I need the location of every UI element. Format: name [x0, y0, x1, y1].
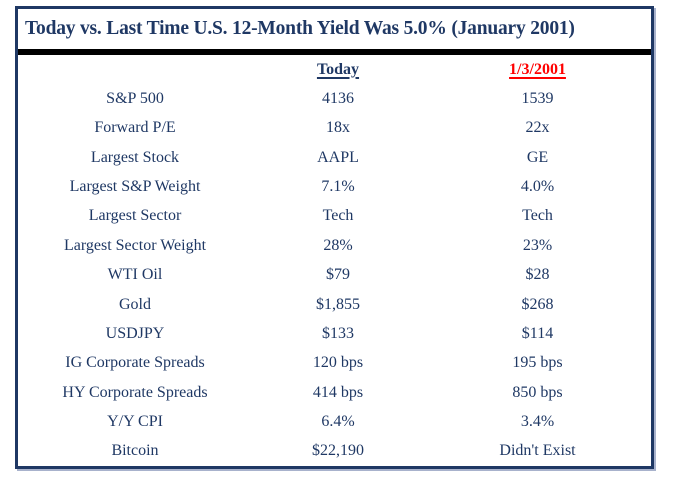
- row-label: S&P 500: [106, 90, 164, 108]
- row-label: WTI Oil: [107, 266, 163, 284]
- row-jan2001-value: 23%: [522, 236, 553, 254]
- row-label: Forward P/E: [94, 119, 176, 137]
- table-row: Bitcoin $22,190 Didn't Exist: [18, 437, 651, 466]
- table-row: Gold $1,855 $268: [18, 290, 651, 319]
- table-row: Y/Y CPI 6.4% 3.4%: [18, 407, 651, 436]
- row-label: IG Corporate Spreads: [65, 354, 205, 372]
- row-jan2001-value: Tech: [522, 207, 553, 225]
- header-jan2001: 1/3/2001: [509, 60, 566, 78]
- row-today-value: Tech: [322, 207, 354, 225]
- table-row: USDJPY $133 $114: [18, 319, 651, 348]
- row-label: Largest Sector Weight: [63, 236, 207, 254]
- table-row: Largest Sector Tech Tech: [18, 202, 651, 231]
- table-row: Largest S&P Weight 7.1% 4.0%: [18, 172, 651, 201]
- row-label: USDJPY: [105, 324, 165, 342]
- table-row: WTI Oil $79 $28: [18, 261, 651, 290]
- row-label: Bitcoin: [111, 442, 159, 460]
- row-today-value: 6.4%: [321, 412, 355, 430]
- row-today-value: 414 bps: [312, 383, 364, 401]
- table-row: S&P 500 4136 1539: [18, 84, 651, 113]
- header-today: Today: [316, 60, 360, 78]
- card-title-bar: Today vs. Last Time U.S. 12-Month Yield …: [18, 9, 651, 49]
- table-body: Today 1/3/2001 S&P 500 4136 1539 Forward…: [18, 55, 651, 466]
- table-row: HY Corporate Spreads 414 bps 850 bps: [18, 378, 651, 407]
- row-today-value: $79: [326, 266, 350, 284]
- row-today-value: AAPL: [317, 148, 359, 166]
- table-row: IG Corporate Spreads 120 bps 195 bps: [18, 349, 651, 378]
- row-jan2001-value: GE: [526, 148, 549, 166]
- row-jan2001-value: 3.4%: [520, 412, 555, 430]
- row-jan2001-value: $268: [521, 295, 554, 313]
- row-jan2001-value: 22x: [525, 119, 550, 137]
- row-today-value: 18x: [326, 119, 350, 137]
- row-label: Largest S&P Weight: [69, 178, 201, 196]
- row-jan2001-value: Didn't Exist: [499, 442, 576, 460]
- table-header-row: Today 1/3/2001: [18, 55, 651, 84]
- row-label: HY Corporate Spreads: [62, 383, 208, 401]
- row-label: Largest Stock: [90, 148, 180, 166]
- row-jan2001-value: 850 bps: [512, 383, 563, 401]
- row-label: Largest Sector: [88, 207, 182, 225]
- row-jan2001-value: 1539: [521, 90, 554, 108]
- row-jan2001-value: 195 bps: [512, 354, 563, 372]
- row-today-value: 120 bps: [312, 354, 364, 372]
- table-row: Largest Stock AAPL GE: [18, 143, 651, 172]
- card-title: Today vs. Last Time U.S. 12-Month Yield …: [25, 18, 575, 39]
- row-today-value: 7.1%: [321, 178, 355, 196]
- table-card: Today vs. Last Time U.S. 12-Month Yield …: [15, 6, 654, 469]
- row-today-value: $133: [322, 324, 354, 342]
- row-label: Y/Y CPI: [107, 412, 163, 430]
- row-jan2001-value: $114: [521, 324, 554, 342]
- row-today-value: 28%: [323, 236, 353, 254]
- table-row: Largest Sector Weight 28% 23%: [18, 231, 651, 260]
- title-divider: [18, 49, 651, 55]
- row-today-value: $1,855: [316, 295, 360, 313]
- row-jan2001-value: 4.0%: [520, 178, 555, 196]
- row-today-value: $22,190: [312, 442, 364, 460]
- row-today-value: 4136: [322, 90, 354, 108]
- row-label: Gold: [119, 295, 151, 313]
- row-jan2001-value: $28: [525, 266, 550, 284]
- table-row: Forward P/E 18x 22x: [18, 114, 651, 143]
